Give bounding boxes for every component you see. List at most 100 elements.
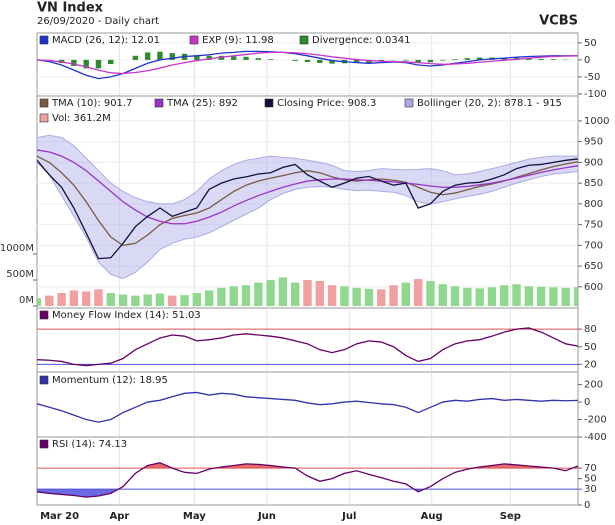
divergence-bar xyxy=(83,59,89,69)
volume-bar xyxy=(180,295,189,307)
divergence-bar xyxy=(415,59,421,63)
x-tick-label: Aug xyxy=(421,511,443,522)
volume-bar xyxy=(254,282,263,307)
divergence-bar xyxy=(292,59,298,61)
divergence-bar xyxy=(108,59,114,64)
volume-bar xyxy=(450,286,460,307)
volume-bar xyxy=(512,284,521,307)
divergence-bar xyxy=(231,56,237,60)
volume-bar xyxy=(426,281,435,307)
divergence-bar xyxy=(550,59,557,60)
volume-bar xyxy=(401,282,411,307)
y-tick-label: 30 xyxy=(584,484,597,495)
legend-label: EXP (9): 11.98 xyxy=(202,35,274,46)
plot xyxy=(37,134,578,307)
volume-bar xyxy=(192,293,202,307)
legend-label: Bollinger (20, 2): 878.1 - 915 xyxy=(417,98,562,109)
volume-bar xyxy=(352,287,361,307)
volume-bar xyxy=(204,290,214,307)
volume-bar xyxy=(487,287,497,307)
divergence-bar xyxy=(440,59,446,61)
y-tick-label: -200 xyxy=(584,415,607,426)
plot xyxy=(37,327,578,367)
volume-bar xyxy=(573,287,578,307)
divergence-bar xyxy=(71,59,77,67)
divergence-bar xyxy=(403,59,409,61)
series-line xyxy=(37,51,578,75)
y-tick-label: 0 xyxy=(584,55,590,66)
volume-bar xyxy=(315,281,325,307)
y-tick-label: 0 xyxy=(584,500,590,511)
chart-subtitle: 26/09/2020 - Daily chart xyxy=(37,16,159,27)
legend-label: RSI (14): 74.13 xyxy=(52,439,127,450)
legend-swatch xyxy=(39,375,49,385)
panel xyxy=(36,307,579,373)
divergence-bar xyxy=(366,59,372,63)
divergence-bar xyxy=(255,58,262,60)
legend-swatch xyxy=(154,98,164,108)
y-tick-label: 900 xyxy=(584,157,603,168)
legend-label: Closing Price: 908.3 xyxy=(277,98,376,109)
volume-bar xyxy=(94,289,103,307)
y2-tick-label: 500M xyxy=(6,269,34,280)
volume-bar xyxy=(143,294,152,307)
volume-bar xyxy=(155,293,165,307)
divergence-bar xyxy=(304,59,311,62)
divergence-bar xyxy=(353,59,360,63)
y-tick-label: 50 xyxy=(584,342,597,353)
panel xyxy=(36,436,579,506)
y-tick-label: 80 xyxy=(584,324,597,335)
divergence-bar xyxy=(194,55,200,60)
volume-bar xyxy=(131,295,140,307)
divergence-bar xyxy=(206,55,212,60)
volume-bar xyxy=(278,277,288,307)
plot xyxy=(37,462,578,498)
volume-bar xyxy=(340,286,349,307)
series-line xyxy=(37,158,578,260)
x-tick-label: Jun xyxy=(257,511,276,522)
divergence-bar xyxy=(317,59,323,63)
x-tick-label: Mar 20 xyxy=(40,511,79,522)
divergence-bar xyxy=(501,57,507,60)
volume-bar xyxy=(364,288,374,307)
y-tick-label: 50 xyxy=(584,474,597,485)
legend-label: Money Flow Index (14): 51.03 xyxy=(52,310,201,321)
volume-bar xyxy=(524,286,534,307)
y-tick-label: -100 xyxy=(584,89,607,100)
volume-bar xyxy=(69,290,79,307)
legend-label: MACD (26, 12): 12.01 xyxy=(52,35,160,46)
x-tick-label: Jul xyxy=(341,511,356,522)
y-tick-label: 850 xyxy=(584,178,603,189)
y-tick-label: 650 xyxy=(584,261,603,272)
volume-bar xyxy=(475,288,484,307)
legend-label: Momentum (12): 18.95 xyxy=(52,375,168,386)
volume-bar xyxy=(229,286,238,307)
series-line xyxy=(37,155,578,247)
divergence-bar xyxy=(464,58,471,60)
divergence-bar xyxy=(378,59,384,62)
y-tick-label: 750 xyxy=(584,220,603,231)
divergence-bar xyxy=(218,55,225,60)
chart-title: VN Index xyxy=(37,1,104,16)
y-tick-label: 600 xyxy=(584,282,603,293)
bollinger-band xyxy=(37,134,578,280)
legend-swatch xyxy=(264,98,274,108)
volume-bar xyxy=(57,293,66,307)
divergence-bar xyxy=(476,57,483,60)
volume-bar xyxy=(241,285,251,307)
volume-bar xyxy=(327,285,337,307)
volume-bar xyxy=(106,293,115,307)
divergence-bar xyxy=(267,59,274,60)
x-tick-label: Sep xyxy=(500,511,521,522)
series-line xyxy=(37,327,578,367)
brand: VCBS xyxy=(539,14,578,29)
volume-bar xyxy=(561,287,570,307)
y-tick-label: 70 xyxy=(584,463,597,474)
volume-bar xyxy=(536,286,546,307)
y-tick-label: -50 xyxy=(584,72,600,83)
legend-label: Vol: 361.2M xyxy=(52,113,111,124)
legend-swatch xyxy=(299,35,309,45)
y2-tick-label: 0M xyxy=(19,295,34,306)
divergence-bar xyxy=(144,52,151,60)
